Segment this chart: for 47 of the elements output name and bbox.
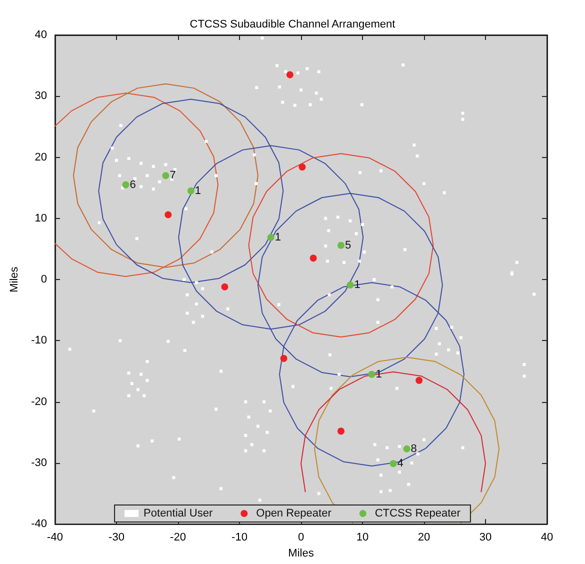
point — [298, 164, 306, 171]
x-tick-label: 0 — [298, 532, 304, 544]
legend-label: Open Repeater — [256, 508, 332, 520]
point — [403, 445, 410, 452]
annotation: 1 — [194, 184, 202, 197]
point — [221, 283, 228, 290]
x-tick-label: 30 — [479, 532, 492, 544]
legend-label: CTCSS Repeater — [374, 508, 461, 520]
y-tick-label: -40 — [31, 518, 47, 530]
point — [164, 211, 172, 218]
y-tick-label: -20 — [31, 396, 47, 408]
x-tick-label: -30 — [108, 532, 124, 544]
point — [286, 71, 294, 78]
chart-title: CTCSS Subaudible Channel Arrangement — [190, 18, 396, 30]
point — [162, 172, 170, 180]
y-tick-label: 30 — [34, 90, 47, 102]
x-tick-label: 40 — [540, 532, 554, 544]
x-tick-label: 20 — [418, 532, 430, 544]
point — [368, 370, 376, 378]
x-axis-title: Miles — [288, 548, 314, 560]
point — [346, 282, 354, 289]
point — [416, 376, 423, 384]
point — [267, 234, 274, 241]
point — [187, 187, 194, 194]
point — [280, 354, 288, 362]
point — [122, 181, 130, 188]
point — [337, 242, 344, 249]
point — [390, 460, 397, 468]
x-tick-label: 10 — [356, 532, 369, 544]
y-tick-label: 40 — [34, 29, 47, 41]
x-tick-label: -10 — [232, 532, 248, 544]
y-tick-label: -10 — [31, 334, 47, 347]
point — [337, 428, 344, 435]
y-tick-label: 10 — [34, 212, 47, 224]
y-tick-label: 20 — [34, 151, 47, 164]
y-tick-label: -30 — [31, 456, 47, 469]
annotation: 6 — [130, 178, 136, 191]
point — [310, 254, 317, 262]
annotation: 7 — [170, 170, 176, 182]
annotation: 1 — [274, 231, 281, 244]
legend-label: Potential User — [144, 508, 213, 520]
x-tick-label: -20 — [170, 532, 186, 544]
y-tick-label: 0 — [40, 274, 47, 286]
annotation: 5 — [344, 239, 352, 252]
annotation: 8 — [410, 442, 417, 455]
y-axis-title: Miles — [8, 266, 21, 292]
x-tick-label: -40 — [47, 532, 63, 544]
